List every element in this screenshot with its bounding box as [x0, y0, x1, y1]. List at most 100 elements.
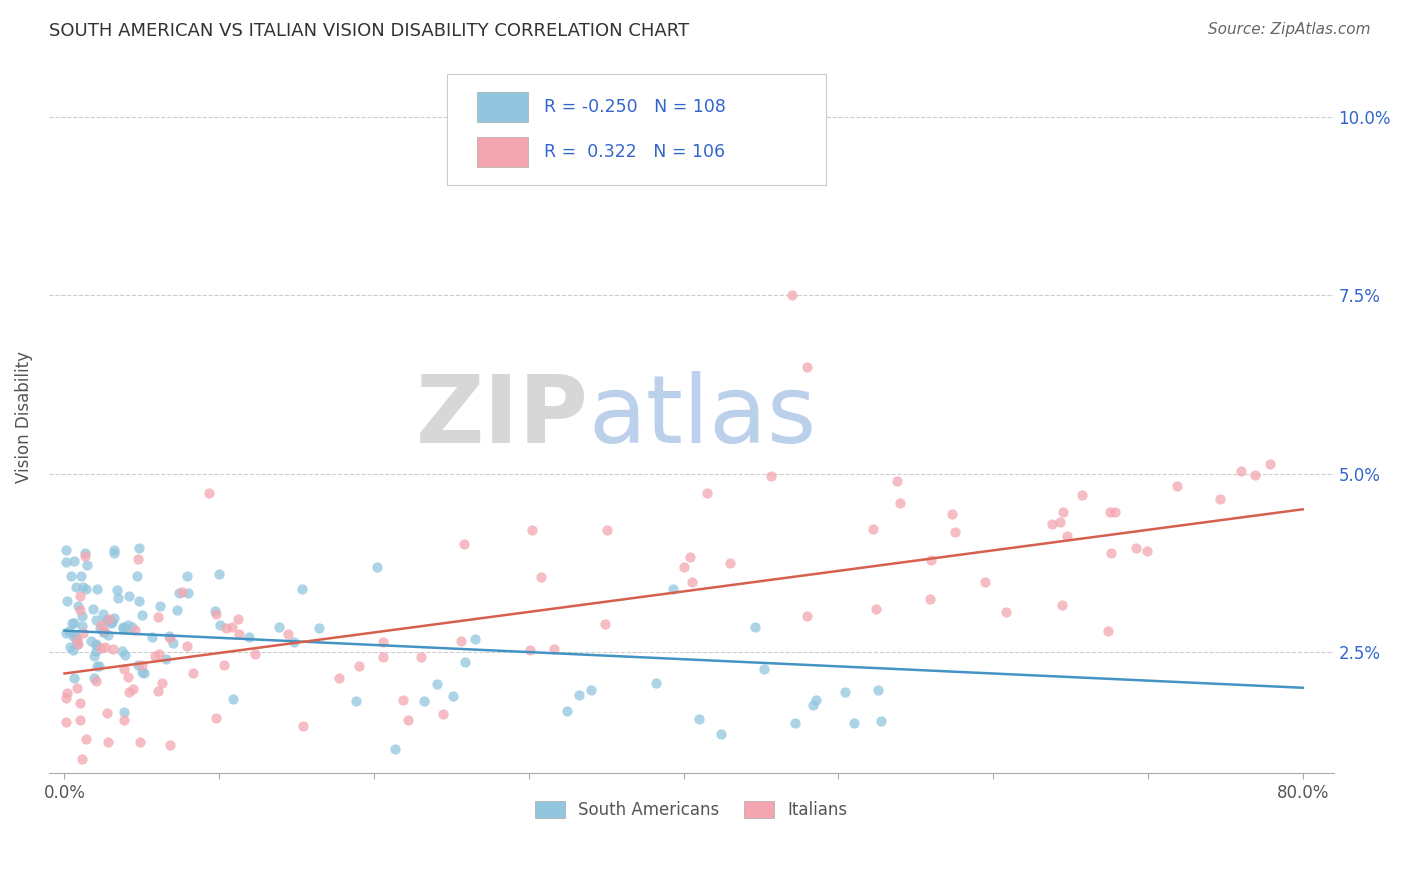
Point: [441, 690, 464, 704]
Point: [75, 582, 97, 596]
Point: [661, 582, 683, 596]
Point: [920, 552, 942, 566]
Point: [1070, 487, 1092, 501]
Point: [131, 657, 153, 672]
Point: [117, 589, 139, 603]
Point: [107, 591, 129, 605]
Point: [65, 681, 87, 696]
Point: [55, 626, 77, 640]
Point: [834, 685, 856, 699]
Point: [114, 648, 136, 662]
Point: [974, 575, 997, 590]
Point: [889, 496, 911, 510]
Bar: [477, 137, 529, 168]
Point: [60, 616, 83, 631]
Point: [291, 582, 314, 596]
Point: [62, 615, 84, 630]
Point: [204, 604, 226, 618]
Point: [93, 625, 115, 640]
Point: [371, 649, 394, 664]
Point: [543, 642, 565, 657]
Point: [277, 627, 299, 641]
Point: [681, 575, 703, 590]
Point: [65, 580, 87, 594]
Point: [862, 522, 884, 536]
Point: [62, 642, 84, 657]
Point: [70, 619, 93, 633]
Point: [761, 468, 783, 483]
Point: [86, 582, 108, 596]
Point: [678, 549, 700, 564]
Point: [90, 641, 112, 656]
Point: [149, 599, 172, 613]
Point: [97, 735, 120, 749]
Point: [918, 591, 941, 606]
Point: [101, 615, 124, 629]
Point: [238, 630, 260, 644]
Point: [176, 640, 198, 654]
Text: Source: ZipAtlas.com: Source: ZipAtlas.com: [1208, 22, 1371, 37]
Point: [384, 741, 406, 756]
Point: [593, 617, 616, 632]
Point: [228, 627, 250, 641]
Point: [103, 611, 125, 625]
Point: [226, 612, 249, 626]
Point: [97, 628, 120, 642]
Point: [1244, 467, 1267, 482]
Point: [73, 549, 96, 563]
Point: [1049, 515, 1071, 529]
Point: [464, 632, 486, 647]
Point: [111, 620, 134, 634]
Legend: South Americans, Italians: South Americans, Italians: [529, 794, 855, 826]
Point: [112, 662, 135, 676]
Point: [63, 671, 86, 685]
Point: [221, 691, 243, 706]
Text: ZIP: ZIP: [416, 370, 589, 463]
Point: [65, 632, 87, 647]
Point: [1136, 544, 1159, 558]
Point: [170, 584, 193, 599]
Point: [84, 637, 107, 651]
Point: [1050, 598, 1073, 612]
Point: [1052, 505, 1074, 519]
Point: [112, 705, 135, 719]
Point: [243, 648, 266, 662]
Point: [159, 631, 181, 645]
Point: [283, 634, 305, 648]
FancyBboxPatch shape: [447, 74, 827, 185]
Point: [66, 637, 89, 651]
Point: [101, 642, 124, 657]
Point: [1056, 529, 1078, 543]
Point: [93, 607, 115, 622]
Point: [645, 676, 668, 690]
Point: [82, 601, 104, 615]
Point: [103, 543, 125, 558]
Point: [432, 707, 454, 722]
Point: [208, 618, 231, 632]
Point: [181, 665, 204, 680]
Point: [696, 486, 718, 500]
Point: [128, 541, 150, 556]
Point: [865, 602, 887, 616]
Point: [292, 719, 315, 733]
Point: [710, 726, 733, 740]
Point: [150, 676, 173, 690]
Point: [1166, 479, 1188, 493]
Point: [1260, 457, 1282, 471]
Point: [162, 636, 184, 650]
Point: [392, 693, 415, 707]
Point: [117, 670, 139, 684]
Point: [70, 569, 93, 583]
Point: [73, 546, 96, 560]
Point: [69, 713, 91, 727]
Point: [1104, 505, 1126, 519]
Point: [96, 706, 118, 720]
Point: [842, 715, 865, 730]
Point: [72, 580, 94, 594]
Text: R =  0.322   N = 106: R = 0.322 N = 106: [544, 144, 724, 161]
Point: [143, 648, 166, 663]
Point: [129, 734, 152, 748]
Y-axis label: Vision Disability: Vision Disability: [15, 351, 32, 483]
Point: [453, 537, 475, 551]
Point: [522, 523, 544, 537]
